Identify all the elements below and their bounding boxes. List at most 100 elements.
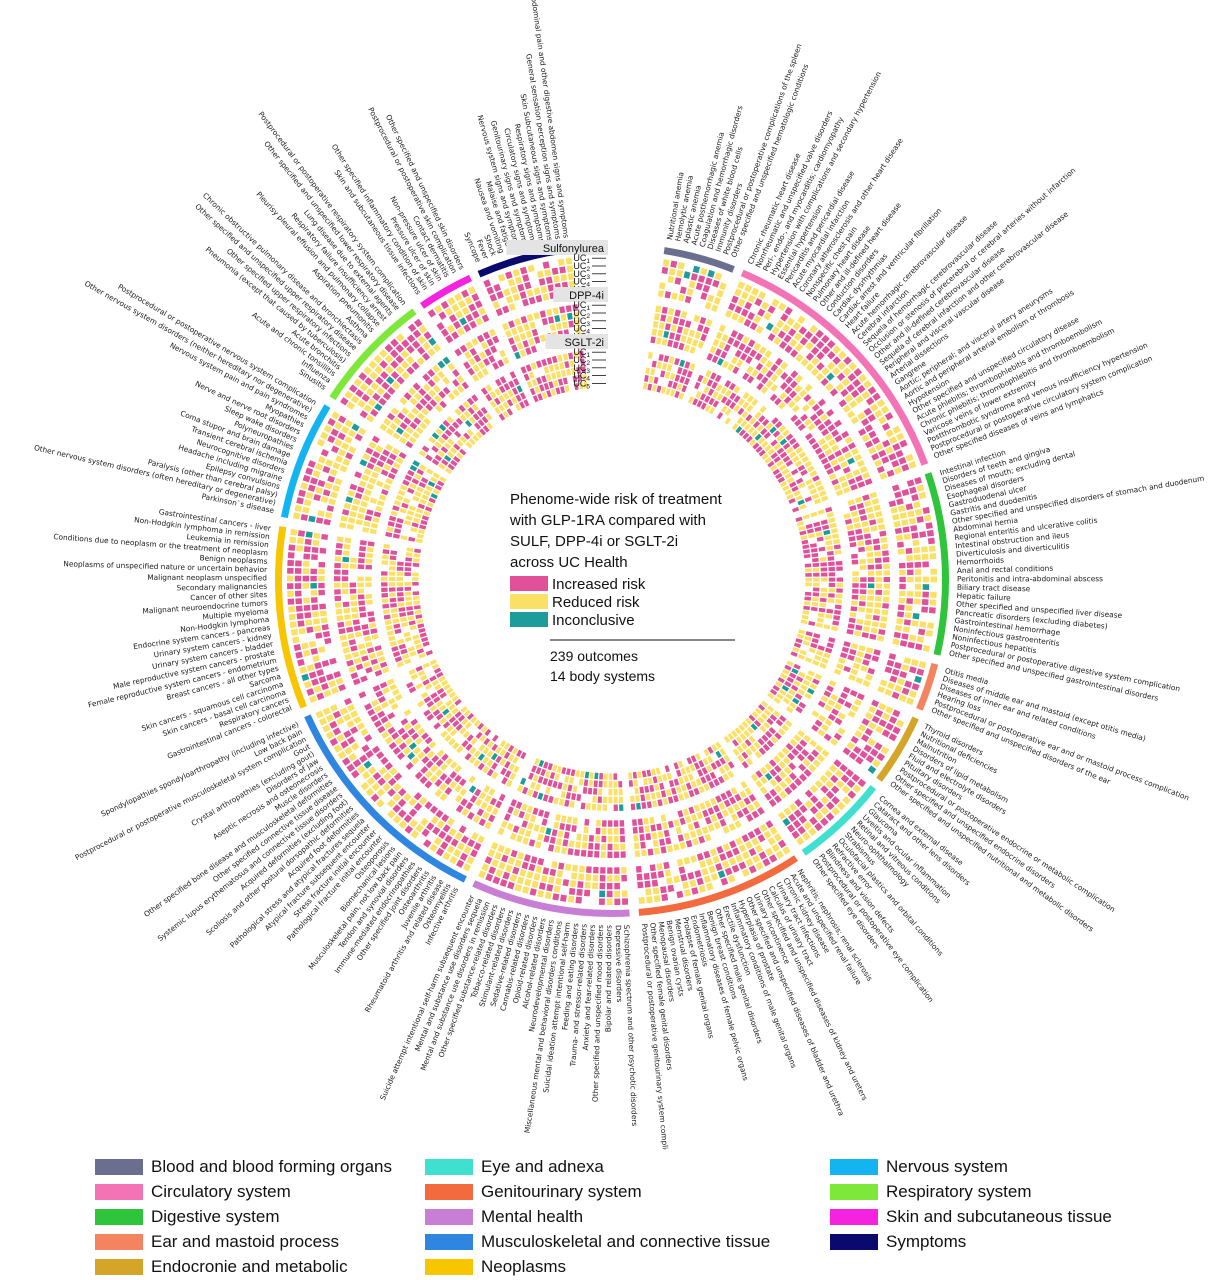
risk-cell <box>638 826 644 834</box>
risk-cell <box>748 847 757 857</box>
risk-cell <box>795 477 804 485</box>
risk-cell <box>420 765 429 774</box>
risk-cell <box>404 567 412 572</box>
risk-cell <box>777 330 786 339</box>
risk-cell <box>778 425 787 433</box>
risk-cell <box>820 587 828 592</box>
risk-cell <box>494 378 502 387</box>
risk-cell <box>813 577 820 582</box>
risk-cell <box>718 341 726 350</box>
risk-cell <box>827 598 835 604</box>
risk-cell <box>732 366 740 375</box>
risk-cell <box>351 504 359 512</box>
risk-cell <box>377 777 386 786</box>
risk-cell <box>287 559 295 567</box>
risk-cell <box>422 373 431 382</box>
risk-cell <box>705 277 713 286</box>
risk-cell <box>684 320 692 328</box>
risk-cell <box>737 315 746 324</box>
risk-cell <box>696 853 704 861</box>
risk-cell <box>685 815 692 824</box>
risk-cell <box>463 361 471 370</box>
risk-cell <box>898 694 907 703</box>
risk-cell <box>866 601 874 608</box>
risk-cell <box>403 497 411 504</box>
risk-cell <box>745 813 754 822</box>
risk-cell <box>460 798 468 807</box>
risk-cell <box>581 842 588 849</box>
risk-cell <box>382 392 392 401</box>
risk-cell <box>844 701 853 709</box>
risk-cell <box>912 613 920 620</box>
risk-cell <box>385 625 393 631</box>
risk-cell <box>745 717 753 725</box>
risk-cell <box>766 740 775 748</box>
risk-cell <box>881 543 889 550</box>
risk-cell <box>387 726 396 735</box>
risk-cell <box>408 536 416 542</box>
risk-cell <box>360 781 370 791</box>
risk-cell <box>359 546 367 552</box>
risk-cell <box>550 372 557 380</box>
risk-cell <box>482 425 490 433</box>
risk-cell <box>328 498 336 506</box>
risk-cell <box>779 438 788 446</box>
risk-cell <box>448 828 457 837</box>
risk-cell <box>465 801 474 810</box>
risk-cell <box>646 769 652 777</box>
risk-cell <box>552 780 558 789</box>
risk-cell <box>388 635 396 642</box>
risk-cell <box>775 719 784 727</box>
risk-cell <box>512 866 520 875</box>
risk-cell <box>666 364 673 372</box>
risk-cell <box>867 386 877 395</box>
risk-cell <box>779 391 788 400</box>
legend-item: Skin and subcutaneous tissue <box>830 1205 1112 1229</box>
risk-cell <box>349 588 357 594</box>
risk-cell <box>340 515 348 522</box>
risk-cell <box>834 717 843 726</box>
risk-cell <box>779 672 788 680</box>
risk-cell <box>859 750 868 759</box>
legend-label: Genitourinary system <box>481 1182 642 1201</box>
risk-cell <box>634 850 641 858</box>
risk-cell <box>398 643 406 650</box>
risk-cell <box>830 459 839 467</box>
risk-cell <box>454 784 462 793</box>
risk-cell <box>409 819 418 828</box>
risk-cell <box>847 790 857 799</box>
risk-cell <box>660 314 667 322</box>
risk-cell <box>637 771 642 779</box>
risk-cell <box>897 505 906 512</box>
risk-cell <box>344 435 353 444</box>
risk-cell <box>782 323 791 333</box>
risk-cell <box>567 273 575 281</box>
risk-cell <box>694 870 702 878</box>
risk-cell <box>461 718 469 726</box>
risk-cell <box>719 818 727 827</box>
risk-cell <box>652 776 658 784</box>
risk-cell <box>441 753 449 762</box>
legend-label: Nervous system <box>886 1157 1008 1176</box>
risk-cell <box>407 323 417 333</box>
risk-cell <box>674 357 680 366</box>
risk-cell <box>789 338 798 348</box>
risk-cell <box>435 713 444 721</box>
risk-cell <box>545 786 551 795</box>
risk-cell <box>583 381 588 389</box>
risk-cell <box>398 436 407 445</box>
risk-cell <box>379 423 388 432</box>
risk-cell <box>359 480 367 488</box>
risk-cell <box>392 793 401 803</box>
risk-cell <box>468 438 476 446</box>
risk-cell <box>852 469 861 477</box>
risk-cell <box>416 648 425 654</box>
risk-cell <box>519 349 527 358</box>
risk-cell <box>858 373 868 383</box>
risk-cell <box>795 516 803 522</box>
risk-cell <box>847 478 856 485</box>
risk-cell <box>410 830 420 839</box>
risk-cell <box>509 874 518 883</box>
risk-cell <box>424 780 433 789</box>
risk-cell <box>499 758 507 766</box>
